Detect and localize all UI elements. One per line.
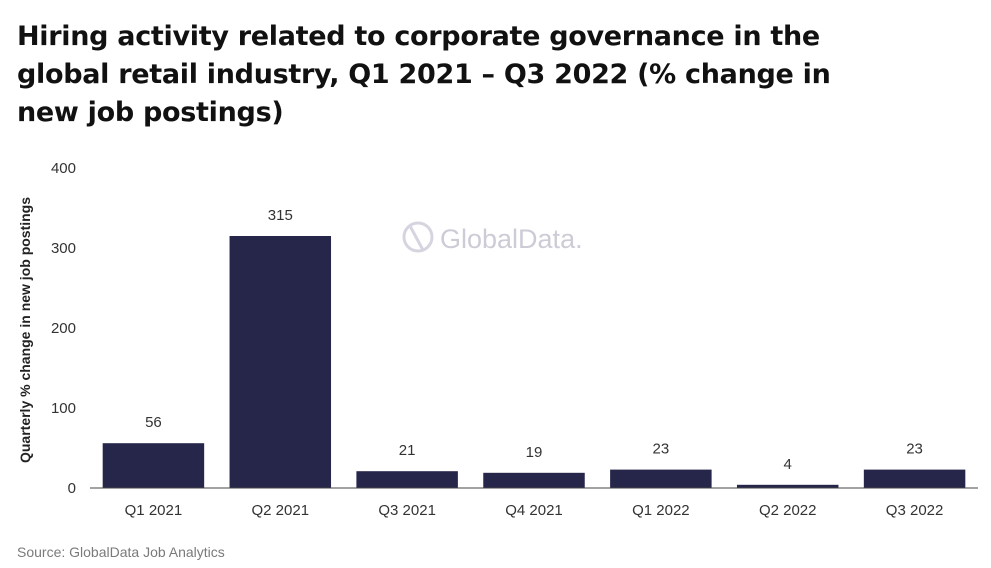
bar-value-label: 4 [784, 456, 792, 473]
globaldata-logo-icon [402, 221, 434, 253]
bar [102, 443, 205, 488]
x-tick-label: Q1 2021 [125, 502, 183, 519]
y-axis-label: Quarterly % change in new job postings [17, 197, 33, 463]
y-tick-label: 0 [68, 480, 76, 497]
bar-value-label: 19 [526, 444, 543, 461]
bar [483, 472, 585, 488]
chart-title: Hiring activity related to corporate gov… [17, 21, 831, 128]
bar [736, 484, 839, 488]
x-tick-label: Q2 2022 [759, 502, 817, 519]
bar-value-label: 21 [399, 442, 416, 459]
bar [610, 469, 712, 488]
x-tick-label: Q4 2021 [505, 502, 563, 519]
bar [229, 236, 332, 488]
x-tick-label: Q3 2022 [886, 502, 944, 519]
globaldata-watermark: GlobalData. [402, 221, 583, 254]
watermark-text: GlobalData. [440, 224, 583, 254]
x-tick-label: Q3 2021 [378, 502, 436, 519]
x-tick-label: Q1 2022 [632, 502, 690, 519]
y-tick-label: 400 [51, 160, 76, 177]
x-tick-label: Q2 2021 [252, 502, 310, 519]
bar-value-label: 56 [145, 414, 162, 431]
bar [356, 471, 458, 488]
bar-value-label: 23 [906, 441, 923, 458]
y-tick-label: 100 [51, 400, 76, 417]
source-note: Source: GlobalData Job Analytics [17, 544, 225, 560]
bar [863, 469, 966, 488]
bar-value-label: 23 [653, 441, 670, 458]
y-tick-label: 200 [51, 320, 76, 337]
bar-value-label: 315 [268, 207, 293, 224]
y-tick-label: 300 [51, 240, 76, 257]
